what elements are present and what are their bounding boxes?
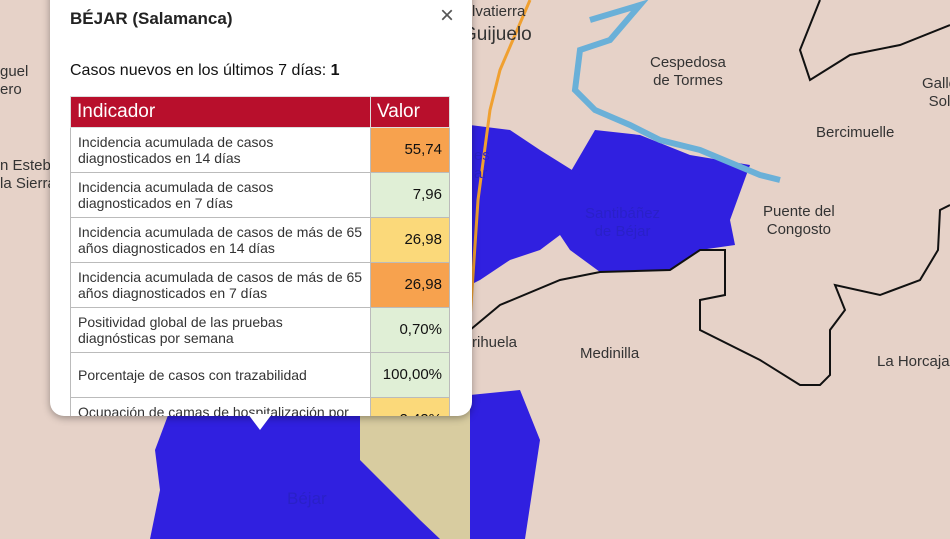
label-la-horcaja: La Horcaja	[877, 353, 950, 370]
value-cell: 55,74	[370, 127, 450, 173]
label-rihuela: rihuela	[472, 334, 518, 351]
popup-pointer	[248, 414, 272, 430]
label-bejar: Béjar	[287, 489, 327, 508]
label-es-ar: es ar	[474, 147, 490, 182]
label-medinilla: Medinilla	[580, 345, 640, 362]
region-bejar[interactable]	[150, 410, 440, 539]
label-miguel: guel ero	[0, 63, 29, 98]
region-santibanez[interactable]	[560, 130, 750, 272]
indicator-cell: Incidencia acumulada de casos de más de …	[70, 217, 371, 263]
indicator-cell: Incidencia acumulada de casos diagnostic…	[70, 172, 371, 218]
table-row: Porcentaje de casos con trazabilidad 100,…	[70, 352, 450, 398]
value-cell: 26,98	[370, 262, 450, 308]
table-row: Incidencia acumulada de casos diagnostic…	[70, 127, 450, 173]
region-south[interactable]	[470, 390, 540, 539]
table-row: Incidencia acumulada de casos de más de …	[70, 217, 450, 263]
label-bercimuelle: Bercimuelle	[816, 124, 895, 141]
indicator-cell: Porcentaje de casos con trazabilidad	[70, 352, 371, 398]
label-san-esteban: n Esteba la Sierra	[0, 157, 60, 192]
road	[468, 0, 532, 321]
info-popup: BÉJAR (Salamanca) × Casos nuevos en los …	[50, 0, 472, 416]
header-valor: Valor	[370, 96, 450, 128]
label-salvatierra: lvatierra	[472, 3, 526, 20]
popup-title: BÉJAR (Salamanca)	[70, 9, 233, 28]
table-row: Incidencia acumulada de casos diagnostic…	[70, 172, 450, 218]
close-icon[interactable]: ×	[440, 2, 455, 29]
indicator-table: Indicador Valor Incidencia acumulada de …	[70, 96, 450, 416]
value-cell: 0,70%	[370, 307, 450, 353]
region-west[interactable]	[470, 125, 590, 285]
table-row: Incidencia acumulada de casos de más de …	[70, 262, 450, 308]
new-cases-text: Casos nuevos en los últimos 7 días: 1	[70, 62, 340, 80]
border	[469, 0, 950, 386]
label-santibanez: Santibáñez de Béjar	[585, 205, 661, 240]
table-row: Positividad global de las pruebas diagnó…	[70, 307, 450, 353]
label-puente-del-congosto: Puente del Congosto	[763, 203, 835, 238]
header-indicador: Indicador	[70, 96, 371, 128]
value-cell: 100,00%	[370, 352, 450, 398]
indicator-cell: Ocupación de camas de hospitalización po…	[70, 397, 371, 416]
table-row: Ocupación de camas de hospitalización po…	[70, 397, 450, 416]
indicator-cell: Positividad global de las pruebas diagnó…	[70, 307, 371, 353]
label-cespedosa: Cespedosa de Tormes	[650, 54, 726, 89]
value-cell: 7,96	[370, 172, 450, 218]
label-guijuelo: Guijuelo	[462, 24, 532, 45]
value-cell: 26,98	[370, 217, 450, 263]
new-cases-label: Casos nuevos en los últimos 7 días:	[70, 62, 327, 79]
new-cases-value: 1	[330, 62, 340, 79]
river	[571, 0, 781, 183]
indicator-cell: Incidencia acumulada de casos diagnostic…	[70, 127, 371, 173]
value-cell: 2,42%	[370, 397, 450, 416]
label-galle: Galle Sol	[922, 75, 950, 110]
indicator-cell: Incidencia acumulada de casos de más de …	[70, 262, 371, 308]
